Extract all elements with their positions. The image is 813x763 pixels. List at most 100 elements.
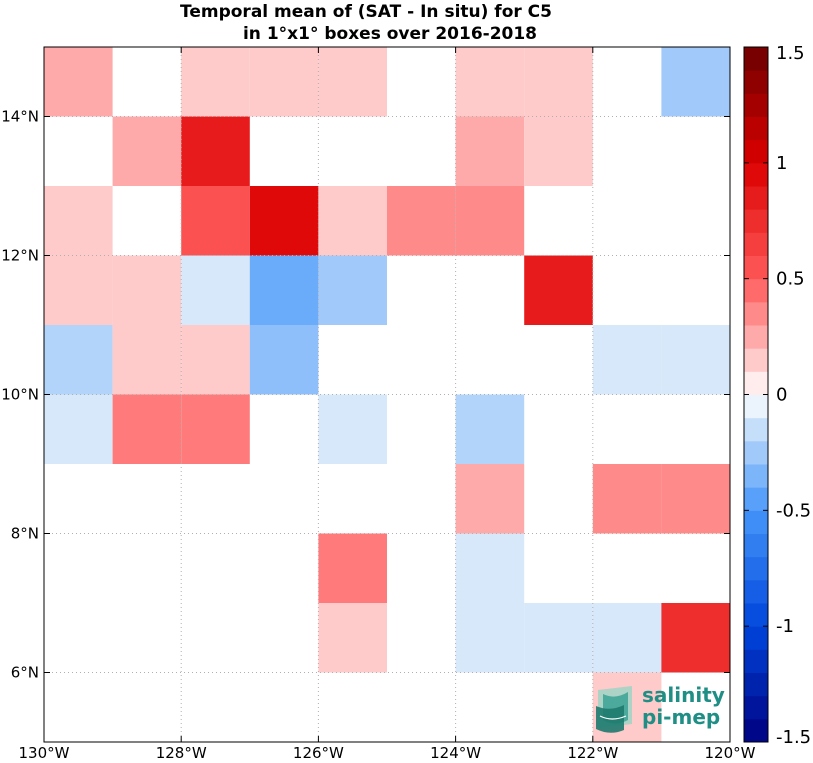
colorbar-segment <box>744 371 768 395</box>
heatmap-cell <box>592 464 662 534</box>
heatmap-cell <box>661 325 730 395</box>
heatmap-cell <box>44 325 113 395</box>
heatmap-cell <box>181 186 250 256</box>
colorbar-tick-label: 0.5 <box>776 269 805 290</box>
heatmap-cell <box>592 325 662 395</box>
heatmap-cell <box>44 186 113 256</box>
colorbar-tick-label: 1.5 <box>776 43 805 64</box>
colorbar-segment <box>744 93 768 117</box>
colorbar-segment <box>744 278 768 303</box>
heatmap-cell <box>455 603 525 673</box>
x-tick-label: 128°W <box>156 744 207 762</box>
colorbar-tick-label: -1 <box>776 616 794 637</box>
colorbar: 1.5 1 0.5 0 -0.5 -1 -1.5 <box>743 43 811 748</box>
colorbar-segment <box>744 116 768 141</box>
y-axis-ticks: 6°N 8°N 10°N 12°N 14°N <box>1 108 730 682</box>
heatmap-cell <box>44 394 113 464</box>
colorbar-segment <box>744 626 768 650</box>
colorbar-segment <box>744 348 768 372</box>
chart-subtitle: in 1°x1° boxes over 2016-2018 <box>243 24 537 44</box>
y-tick-label: 12°N <box>1 247 39 265</box>
heatmap-cell <box>661 464 730 534</box>
heatmap-cell <box>249 47 319 117</box>
chart-title: Temporal mean of (SAT - In situ) for C5 <box>180 2 552 22</box>
heatmap-cell <box>112 325 182 395</box>
heatmap-cell <box>455 186 525 256</box>
colorbar-segment <box>744 556 768 581</box>
colorbar-segment <box>744 209 768 233</box>
colorbar-segment <box>744 417 768 442</box>
heatmap-cell <box>661 603 730 673</box>
colorbar-tick-label: -0.5 <box>776 500 811 521</box>
colorbar-tick-label: -1.5 <box>776 727 811 748</box>
heatmap-cell <box>455 464 525 534</box>
colorbar-segment <box>744 695 768 720</box>
heatmap-cell <box>455 394 525 464</box>
heatmap-cell <box>455 116 525 186</box>
heatmap-cell <box>181 116 250 186</box>
heatmap-cell <box>181 394 250 464</box>
colorbar-tick-label: 1 <box>776 153 787 174</box>
y-tick-label: 10°N <box>1 386 39 404</box>
colorbar-segment <box>744 325 768 349</box>
heatmap-cell <box>455 533 525 603</box>
colorbar-segment <box>744 672 768 697</box>
x-tick-label: 120°W <box>705 744 756 762</box>
heatmap-cell <box>318 533 387 603</box>
heatmap-cell <box>249 255 319 325</box>
colorbar-segment <box>744 510 768 534</box>
colorbar-segment <box>744 139 768 164</box>
colorbar-segment <box>744 255 768 280</box>
x-tick-label: 122°W <box>567 744 618 762</box>
colorbar-segment <box>744 718 768 743</box>
heatmap-cell <box>44 255 113 325</box>
x-tick-label: 130°W <box>19 744 70 762</box>
heatmap-cells <box>44 47 730 742</box>
heatmap-cell <box>592 603 662 673</box>
x-tick-label: 124°W <box>430 744 481 762</box>
heatmap-cell <box>318 47 387 117</box>
colorbar-segment <box>744 464 768 488</box>
colorbar-tick-label: 0 <box>776 385 787 406</box>
colorbar-segment <box>744 603 768 627</box>
heatmap-cell <box>318 255 387 325</box>
colorbar-segment <box>744 301 768 326</box>
heatmap-cell <box>181 325 250 395</box>
logo-emblem <box>596 686 632 733</box>
colorbar-segment <box>744 440 768 465</box>
heatmap-cell <box>387 186 456 256</box>
colorbar-segment <box>744 70 768 94</box>
heatmap-cell <box>249 325 319 395</box>
y-tick-label: 14°N <box>1 108 39 126</box>
heatmap-cell <box>112 255 182 325</box>
colorbar-segment <box>744 649 768 673</box>
salinity-pi-mep-logo: salinity pi-mep <box>596 683 725 733</box>
colorbar-segment <box>744 162 768 187</box>
colorbar-segment <box>744 232 768 256</box>
colorbar-segment <box>744 186 768 210</box>
logo-text-line1: salinity <box>642 683 725 707</box>
heatmap-cell <box>249 186 319 256</box>
colorbar-segment <box>744 47 768 71</box>
logo-text-line2: pi-mep <box>642 705 720 729</box>
heatmap-cell <box>318 394 387 464</box>
heatmap-cell <box>181 47 250 117</box>
heatmap-cell <box>318 603 387 673</box>
heatmap-cell <box>524 116 593 186</box>
colorbar-segment <box>744 394 768 419</box>
colorbar-segment <box>744 533 768 558</box>
x-axis-ticks: 130°W 128°W 126°W 124°W 122°W 120°W <box>19 47 756 762</box>
y-tick-label: 8°N <box>11 525 39 543</box>
heatmap-cell <box>524 47 593 117</box>
heatmap-cell <box>661 47 730 117</box>
heatmap-cell <box>524 603 593 673</box>
x-tick-label: 126°W <box>293 744 344 762</box>
colorbar-segment <box>744 579 768 604</box>
heatmap-cell <box>112 394 182 464</box>
heatmap-cell <box>181 255 250 325</box>
heatmap-cell <box>318 186 387 256</box>
heatmap-cell <box>455 47 525 117</box>
y-tick-label: 6°N <box>11 664 39 682</box>
heatmap-cell <box>524 255 593 325</box>
